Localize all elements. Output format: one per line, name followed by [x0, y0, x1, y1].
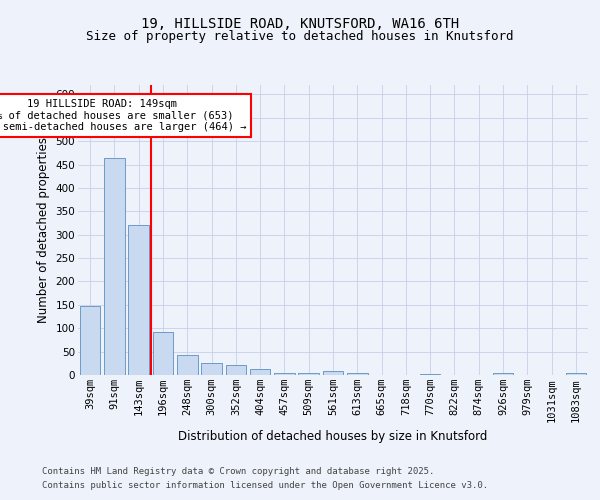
Bar [420, 374, 440, 375]
Bar [201, 364, 222, 375]
Text: 19, HILLSIDE ROAD, KNUTSFORD, WA16 6TH: 19, HILLSIDE ROAD, KNUTSFORD, WA16 6TH [141, 18, 459, 32]
Bar [274, 372, 295, 375]
Bar [323, 372, 343, 375]
Bar [104, 158, 125, 375]
Bar [152, 332, 173, 375]
Bar [177, 356, 197, 375]
Bar [80, 306, 100, 375]
Bar [347, 372, 368, 375]
Bar [226, 364, 246, 375]
Bar [128, 226, 149, 375]
Y-axis label: Number of detached properties: Number of detached properties [37, 137, 50, 323]
Bar [493, 372, 514, 375]
Text: 19 HILLSIDE ROAD: 149sqm
← 58% of detached houses are smaller (653)
41% of semi-: 19 HILLSIDE ROAD: 149sqm ← 58% of detach… [0, 99, 246, 132]
Text: Contains HM Land Registry data © Crown copyright and database right 2025.: Contains HM Land Registry data © Crown c… [42, 467, 434, 476]
Text: Size of property relative to detached houses in Knutsford: Size of property relative to detached ho… [86, 30, 514, 43]
X-axis label: Distribution of detached houses by size in Knutsford: Distribution of detached houses by size … [178, 430, 488, 443]
Bar [298, 372, 319, 375]
Bar [250, 369, 271, 375]
Bar [566, 372, 586, 375]
Text: Contains public sector information licensed under the Open Government Licence v3: Contains public sector information licen… [42, 481, 488, 490]
